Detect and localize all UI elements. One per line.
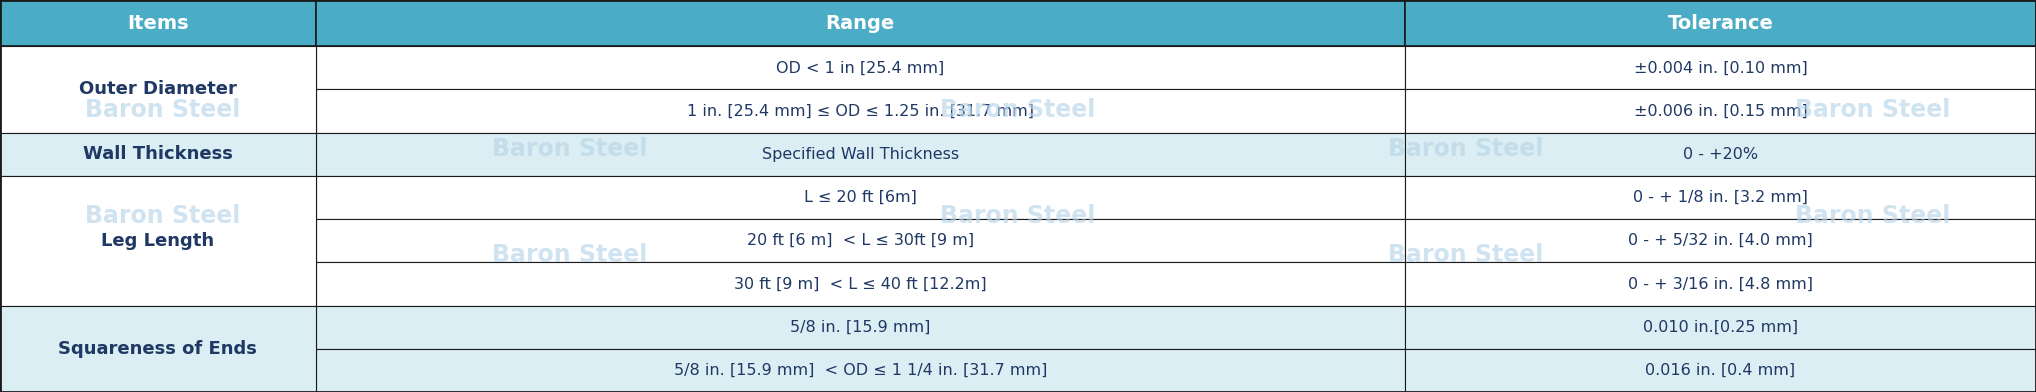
Bar: [316, 46, 1405, 89]
Text: Baron Steel: Baron Steel: [1389, 243, 1543, 267]
Bar: [316, 176, 1405, 219]
Text: 0 - + 1/8 in. [3.2 mm]: 0 - + 1/8 in. [3.2 mm]: [1633, 190, 1808, 205]
Text: 0.016 in. [0.4 mm]: 0.016 in. [0.4 mm]: [1645, 363, 1796, 378]
Bar: [316, 0, 1405, 46]
Bar: [1405, 0, 2036, 46]
Text: Baron Steel: Baron Steel: [1796, 98, 1950, 122]
Text: Specified Wall Thickness: Specified Wall Thickness: [761, 147, 959, 162]
Bar: [1405, 133, 2036, 176]
Bar: [1405, 219, 2036, 262]
Bar: [0, 0, 316, 46]
Bar: [1405, 46, 2036, 89]
Text: Items: Items: [126, 14, 189, 33]
Text: 0 - + 3/16 in. [4.8 mm]: 0 - + 3/16 in. [4.8 mm]: [1629, 276, 1812, 292]
Text: Wall Thickness: Wall Thickness: [83, 145, 232, 163]
Text: Leg Length: Leg Length: [102, 232, 214, 250]
Text: 0 - + 5/32 in. [4.0 mm]: 0 - + 5/32 in. [4.0 mm]: [1629, 233, 1812, 248]
Bar: [1405, 306, 2036, 349]
Bar: [316, 219, 1405, 262]
Bar: [316, 133, 1405, 176]
Text: 1 in. [25.4 mm] ≤ OD ≤ 1.25 in. [31.7 mm]: 1 in. [25.4 mm] ≤ OD ≤ 1.25 in. [31.7 mm…: [686, 103, 1034, 119]
Text: Baron Steel: Baron Steel: [493, 243, 647, 267]
Bar: [0, 46, 316, 132]
Bar: [0, 306, 316, 392]
Text: ±0.004 in. [0.10 mm]: ±0.004 in. [0.10 mm]: [1633, 60, 1808, 75]
Text: OD < 1 in [25.4 mm]: OD < 1 in [25.4 mm]: [776, 60, 945, 75]
Text: Baron Steel: Baron Steel: [86, 203, 240, 228]
Text: Baron Steel: Baron Steel: [941, 98, 1095, 122]
Bar: [1405, 349, 2036, 392]
Text: Baron Steel: Baron Steel: [941, 203, 1095, 228]
Text: Baron Steel: Baron Steel: [1389, 137, 1543, 161]
Bar: [316, 349, 1405, 392]
Text: 0 - +20%: 0 - +20%: [1684, 147, 1757, 162]
Text: Outer Diameter: Outer Diameter: [79, 80, 236, 98]
Bar: [316, 89, 1405, 132]
Text: Squareness of Ends: Squareness of Ends: [59, 340, 257, 358]
Text: L ≤ 20 ft [6m]: L ≤ 20 ft [6m]: [804, 190, 916, 205]
Text: 20 ft [6 m]  < L ≤ 30ft [9 m]: 20 ft [6 m] < L ≤ 30ft [9 m]: [747, 233, 973, 248]
Text: Baron Steel: Baron Steel: [1796, 203, 1950, 228]
Text: 0.010 in.[0.25 mm]: 0.010 in.[0.25 mm]: [1643, 319, 1798, 335]
Bar: [0, 133, 316, 176]
Bar: [1405, 176, 2036, 219]
Bar: [316, 262, 1405, 306]
Text: Tolerance: Tolerance: [1667, 14, 1773, 33]
Text: Range: Range: [825, 14, 896, 33]
Bar: [1405, 89, 2036, 132]
Text: Baron Steel: Baron Steel: [86, 98, 240, 122]
Bar: [0, 176, 316, 306]
Text: 5/8 in. [15.9 mm]  < OD ≤ 1 1/4 in. [31.7 mm]: 5/8 in. [15.9 mm] < OD ≤ 1 1/4 in. [31.7…: [674, 363, 1047, 378]
Text: ±0.006 in. [0.15 mm]: ±0.006 in. [0.15 mm]: [1633, 103, 1808, 119]
Text: 5/8 in. [15.9 mm]: 5/8 in. [15.9 mm]: [790, 319, 930, 335]
Text: 30 ft [9 m]  < L ≤ 40 ft [12.2m]: 30 ft [9 m] < L ≤ 40 ft [12.2m]: [733, 276, 987, 292]
Text: Baron Steel: Baron Steel: [493, 137, 647, 161]
Bar: [1405, 262, 2036, 306]
Bar: [316, 306, 1405, 349]
